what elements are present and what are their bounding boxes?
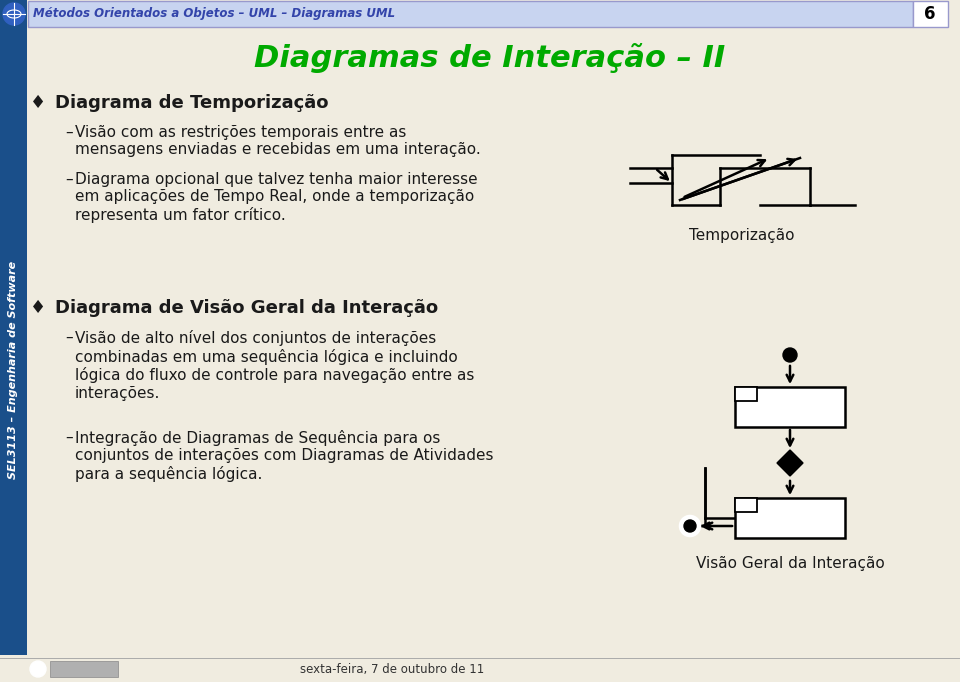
Text: Diagrama de Visão Geral da Interação: Diagrama de Visão Geral da Interação — [55, 299, 438, 317]
Text: Visão de alto nível dos conjuntos de interações
combinadas em uma sequência lógi: Visão de alto nível dos conjuntos de int… — [75, 330, 474, 400]
Bar — [0, 0, 27, 655]
Text: ♦: ♦ — [30, 299, 46, 317]
Circle shape — [684, 520, 696, 532]
Text: –: – — [65, 125, 73, 140]
Text: Diagrama opcional que talvez tenha maior interesse
em aplicações de Tempo Real, : Diagrama opcional que talvez tenha maior… — [75, 172, 478, 223]
Bar — [735, 387, 845, 427]
Text: –: – — [65, 430, 73, 445]
Bar — [50, 661, 118, 677]
Bar — [28, 1, 913, 27]
Text: Diagramas de Interação – II: Diagramas de Interação – II — [254, 43, 726, 73]
Text: Integração de Diagramas de Sequência para os
conjuntos de interações com Diagram: Integração de Diagramas de Sequência par… — [75, 430, 493, 482]
Bar — [735, 498, 845, 538]
Circle shape — [3, 3, 25, 25]
Polygon shape — [777, 450, 803, 476]
Text: Métodos Orientados a Objetos – UML – Diagramas UML: Métodos Orientados a Objetos – UML – Dia… — [33, 8, 396, 20]
Text: sexta-feira, 7 de outubro de 11: sexta-feira, 7 de outubro de 11 — [300, 664, 484, 677]
Text: Visão Geral da Interação: Visão Geral da Interação — [696, 556, 884, 571]
Bar — [913, 1, 948, 27]
Bar — [735, 387, 757, 401]
Text: –: – — [65, 330, 73, 345]
Text: Diagrama de Temporização: Diagrama de Temporização — [55, 94, 328, 112]
Circle shape — [30, 661, 46, 677]
Circle shape — [783, 348, 797, 362]
Text: Visão com as restrições temporais entre as
mensagens enviadas e recebidas em uma: Visão com as restrições temporais entre … — [75, 125, 481, 158]
Text: ♦: ♦ — [30, 94, 46, 112]
Text: Temporização: Temporização — [689, 228, 795, 243]
Text: ©: © — [33, 664, 43, 674]
Text: SEL3113 – Engenharia de Software: SEL3113 – Engenharia de Software — [8, 261, 18, 479]
Text: 6: 6 — [924, 5, 936, 23]
Circle shape — [680, 516, 700, 536]
Bar — [735, 498, 757, 512]
Text: –: – — [65, 172, 73, 187]
